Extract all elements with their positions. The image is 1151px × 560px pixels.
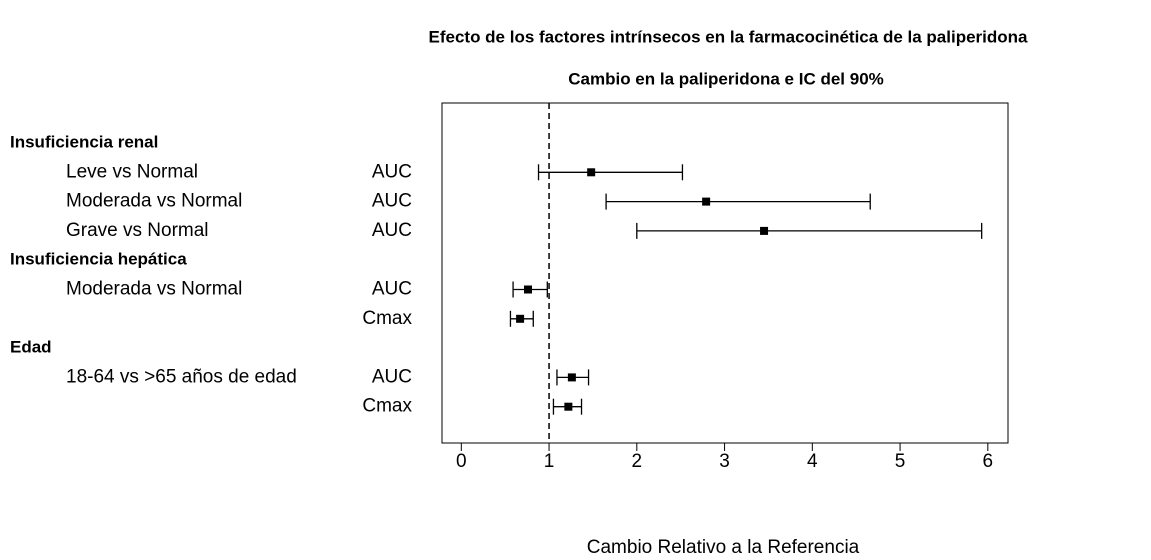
measure-label: AUC bbox=[372, 220, 412, 241]
plot-frame bbox=[441, 102, 1009, 444]
group-label: Insuficiencia renal bbox=[10, 132, 158, 151]
x-tick-label: 6 bbox=[983, 451, 994, 472]
estimate-point bbox=[587, 168, 596, 177]
x-tick-label: 4 bbox=[807, 451, 818, 472]
estimate-point bbox=[702, 197, 711, 206]
x-tick-label: 2 bbox=[632, 451, 643, 472]
x-tick-label: 0 bbox=[456, 451, 467, 472]
estimate-point bbox=[516, 314, 525, 323]
group-label: Insuficiencia hepática bbox=[10, 250, 187, 269]
row-label: Grave vs Normal bbox=[66, 220, 209, 241]
row-label: Moderada vs Normal bbox=[66, 191, 242, 212]
chart-title: Efecto de los factores intrínsecos en la… bbox=[429, 27, 1029, 46]
x-tick-label: 3 bbox=[719, 451, 730, 472]
measure-label: Cmax bbox=[362, 396, 412, 417]
estimate-point bbox=[564, 402, 573, 411]
measure-label: AUC bbox=[372, 191, 412, 212]
x-tick-label: 5 bbox=[895, 451, 906, 472]
measure-label: AUC bbox=[372, 366, 412, 387]
estimate-point bbox=[760, 226, 769, 235]
row-label: 18-64 vs >65 años de edad bbox=[66, 366, 297, 387]
group-label: Edad bbox=[10, 338, 52, 357]
x-tick-label: 1 bbox=[544, 451, 555, 472]
x-axis-label: Cambio Relativo a la Referencia bbox=[587, 537, 860, 558]
estimate-point bbox=[523, 285, 532, 294]
row-label: Moderada vs Normal bbox=[66, 279, 242, 300]
measure-label: AUC bbox=[372, 279, 412, 300]
chart-subtitle: Cambio en la paliperidona e IC del 90% bbox=[568, 69, 884, 88]
estimate-point bbox=[567, 373, 576, 382]
row-label: Leve vs Normal bbox=[66, 161, 198, 182]
measure-label: AUC bbox=[372, 161, 412, 182]
measure-label: Cmax bbox=[362, 308, 412, 329]
